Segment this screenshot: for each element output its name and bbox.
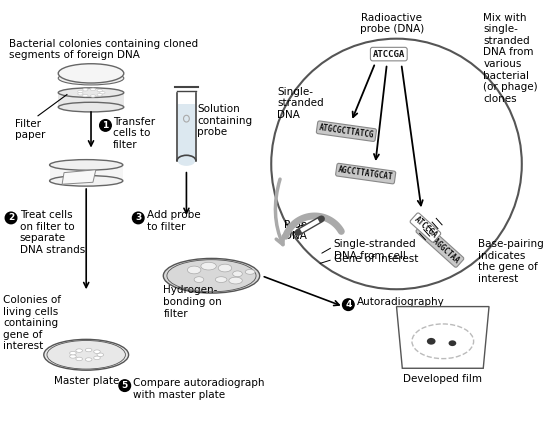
Polygon shape <box>396 307 489 368</box>
Ellipse shape <box>97 353 103 356</box>
Ellipse shape <box>58 64 124 83</box>
Ellipse shape <box>100 92 105 94</box>
Ellipse shape <box>58 102 124 112</box>
Ellipse shape <box>86 358 92 361</box>
Ellipse shape <box>218 264 232 272</box>
Polygon shape <box>62 170 96 184</box>
Text: Autoradiography: Autoradiography <box>357 297 445 307</box>
Polygon shape <box>58 92 124 107</box>
Text: Add probe
to filter: Add probe to filter <box>147 210 201 232</box>
Ellipse shape <box>49 175 123 186</box>
Circle shape <box>342 299 354 311</box>
Circle shape <box>132 212 144 224</box>
Text: Compare autoradiograph
with master plate: Compare autoradiograph with master plate <box>133 378 265 400</box>
Text: 3: 3 <box>135 213 141 222</box>
Text: ATCCGA: ATCCGA <box>373 50 405 59</box>
Ellipse shape <box>245 270 255 274</box>
Ellipse shape <box>90 95 96 97</box>
Circle shape <box>100 120 111 131</box>
Circle shape <box>119 380 131 391</box>
Ellipse shape <box>78 92 83 95</box>
Ellipse shape <box>187 266 201 274</box>
Ellipse shape <box>178 156 195 166</box>
Polygon shape <box>49 165 123 181</box>
Text: Radioactive
probe (DNA): Radioactive probe (DNA) <box>360 13 424 34</box>
Ellipse shape <box>163 258 260 293</box>
Text: Base-pairing
indicates
the gene of
interest: Base-pairing indicates the gene of inter… <box>478 239 544 284</box>
Ellipse shape <box>427 338 435 345</box>
Ellipse shape <box>97 89 102 92</box>
Text: Mix with
single-
stranded
DNA from
various
bacterial
(or phage)
clones: Mix with single- stranded DNA from vario… <box>483 13 538 104</box>
Text: AGGTAGGCTAA: AGGTAGGCTAA <box>418 225 462 265</box>
Text: Colonies of
living cells
containing
gene of
interest: Colonies of living cells containing gene… <box>3 295 61 351</box>
Ellipse shape <box>94 356 100 359</box>
Ellipse shape <box>58 88 124 98</box>
Ellipse shape <box>449 340 456 346</box>
Ellipse shape <box>97 94 102 96</box>
Text: AGCCTTATGCAT: AGCCTTATGCAT <box>337 165 394 182</box>
Polygon shape <box>178 104 195 161</box>
Ellipse shape <box>86 348 92 352</box>
Text: Filter
paper: Filter paper <box>15 119 45 140</box>
Text: 2: 2 <box>8 213 14 222</box>
Text: Single-stranded
DNA from cell: Single-stranded DNA from cell <box>334 239 416 261</box>
Text: Bacterial colonies containing cloned
segments of foreign DNA: Bacterial colonies containing cloned seg… <box>9 39 198 60</box>
Circle shape <box>271 39 522 289</box>
Text: 5: 5 <box>122 381 128 390</box>
Ellipse shape <box>83 89 88 91</box>
Ellipse shape <box>78 90 83 93</box>
Text: Developed film: Developed film <box>403 374 482 384</box>
Text: ATCCGA: ATCCGA <box>412 215 439 240</box>
Text: Treat cells
on filter to
separate
DNA strands: Treat cells on filter to separate DNA st… <box>19 210 85 255</box>
Text: ATGCGCTTATCG: ATGCGCTTATCG <box>318 123 375 140</box>
Ellipse shape <box>70 355 76 358</box>
Ellipse shape <box>76 357 82 361</box>
Ellipse shape <box>201 262 216 270</box>
Ellipse shape <box>58 71 124 85</box>
Text: Single-
stranded
DNA: Single- stranded DNA <box>277 87 324 120</box>
Ellipse shape <box>194 277 203 283</box>
Ellipse shape <box>44 340 128 370</box>
Ellipse shape <box>83 94 88 97</box>
Ellipse shape <box>49 159 123 170</box>
Ellipse shape <box>90 88 96 91</box>
Ellipse shape <box>215 277 227 283</box>
Text: 4: 4 <box>345 300 351 309</box>
Ellipse shape <box>94 350 100 353</box>
Text: Hydrogen-
bonding on
filter: Hydrogen- bonding on filter <box>163 286 222 318</box>
Text: Solution
containing
probe: Solution containing probe <box>197 104 252 137</box>
Ellipse shape <box>76 349 82 353</box>
Text: Gene of interest: Gene of interest <box>334 254 418 264</box>
Text: Master plate: Master plate <box>53 376 119 386</box>
Text: Probe
DNA: Probe DNA <box>284 220 314 241</box>
Circle shape <box>5 212 17 224</box>
Text: Transfer
cells to
filter: Transfer cells to filter <box>113 117 155 150</box>
Text: 1: 1 <box>102 121 108 130</box>
Ellipse shape <box>232 271 242 277</box>
Ellipse shape <box>70 351 76 355</box>
Ellipse shape <box>229 277 242 284</box>
